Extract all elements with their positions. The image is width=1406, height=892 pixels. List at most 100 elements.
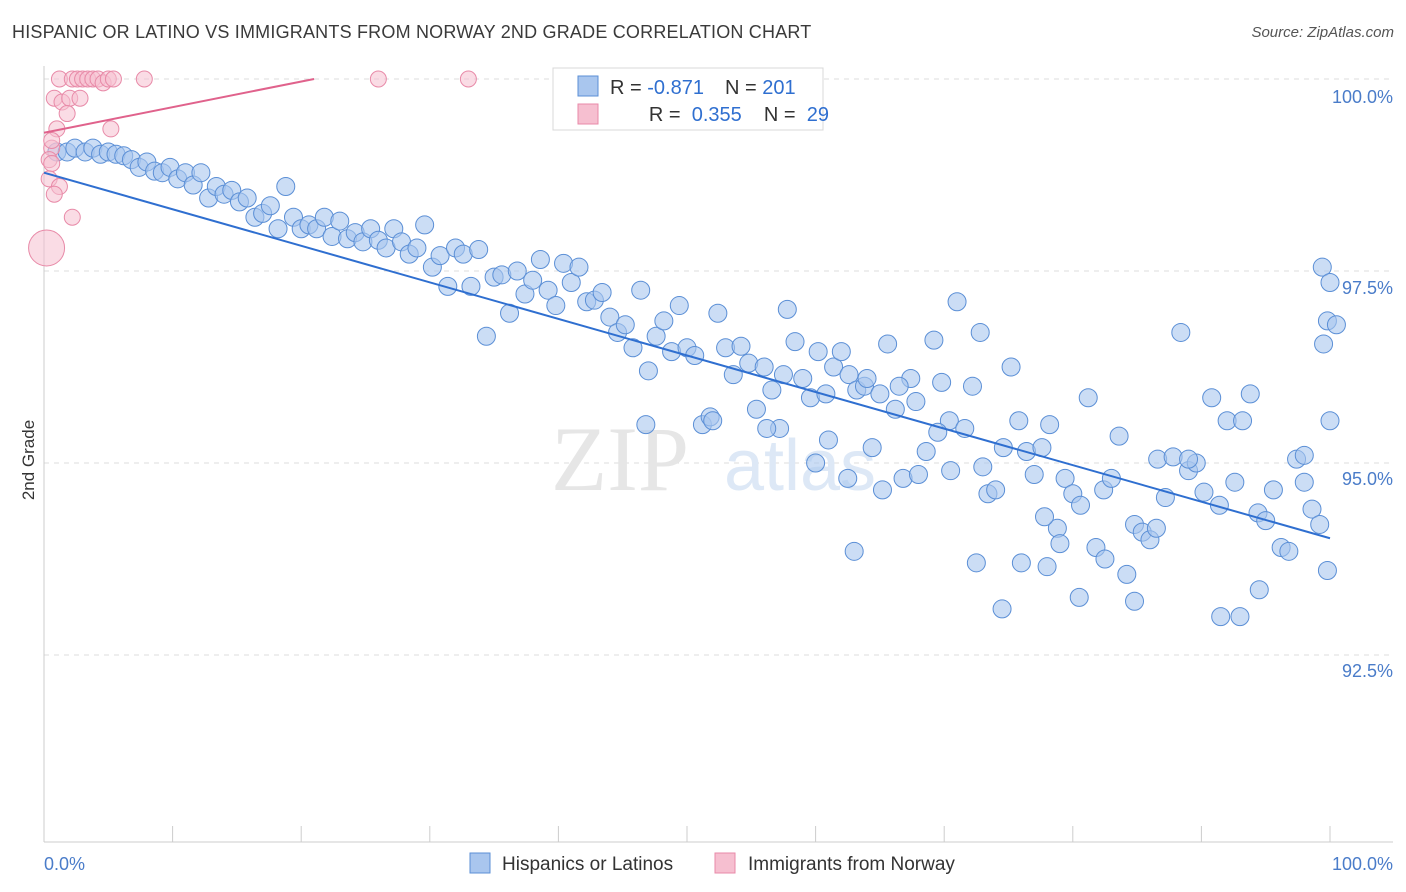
blue-point-107 [878, 334, 898, 354]
blue-point-133 [1078, 388, 1098, 408]
pink-point-25 [135, 70, 153, 88]
pink-point-26 [369, 70, 387, 88]
blue-point-165 [838, 468, 858, 488]
blue-point-74 [623, 338, 643, 358]
legend-swatch-pink [577, 103, 599, 125]
blue-point-192 [818, 430, 838, 450]
blue-point-196 [941, 461, 961, 481]
legend-n-value-2: 29 [801, 104, 829, 126]
pink-point-23 [63, 208, 81, 226]
blue-point-178 [1230, 607, 1250, 627]
blue-point-73 [615, 315, 635, 335]
blue-point-100 [824, 357, 844, 377]
legend-r-value-1: -0.871 [647, 77, 704, 99]
blue-point-63 [538, 280, 558, 300]
blue-point-67 [569, 257, 589, 277]
blue-point-36 [330, 211, 350, 231]
blue-point-91 [754, 357, 774, 377]
blue-point-166 [857, 369, 877, 389]
bottom-legend-swatch-blue [469, 852, 491, 874]
trend-line-norway [43, 78, 315, 134]
blue-point-130 [1055, 468, 1075, 488]
blue-point-177 [1211, 607, 1231, 627]
blue-point-59 [507, 261, 527, 281]
blue-point-157 [1263, 480, 1283, 500]
blue-point-55 [476, 326, 496, 346]
series-norway-points [28, 70, 477, 267]
blue-point-128 [1040, 415, 1060, 435]
blue-point-77 [646, 326, 666, 346]
y-axis-label: 2nd Grade [19, 420, 38, 500]
legend-r-label-2: R = [649, 104, 686, 126]
blue-point-162 [1302, 499, 1322, 519]
blue-point-92 [762, 380, 782, 400]
blue-point-198 [992, 599, 1012, 619]
watermark-atlas: atlas [724, 426, 876, 506]
blue-point-132 [1071, 495, 1091, 515]
blue-point-189 [757, 418, 777, 438]
blue-point-185 [1312, 257, 1332, 277]
blue-point-137 [1109, 426, 1129, 446]
pink-point-14 [58, 105, 76, 123]
blue-point-152 [1225, 472, 1245, 492]
blue-point-126 [1024, 465, 1044, 485]
blue-point-145 [1171, 322, 1191, 342]
y-tick-label-95: 95.0% [1342, 469, 1393, 489]
blue-point-85 [708, 303, 728, 323]
blue-point-169 [966, 553, 986, 573]
blue-point-197 [973, 457, 993, 477]
chart-source: Source: ZipAtlas.com [1251, 24, 1394, 41]
blue-point-24 [237, 188, 257, 208]
watermark: ZIP atlas [551, 408, 876, 510]
blue-point-124 [1009, 411, 1029, 431]
grid-lines [44, 78, 1393, 656]
legend-n-label-1: N = [725, 77, 762, 99]
trend-line-hispanics [43, 171, 1331, 540]
blue-point-112 [916, 441, 936, 461]
blue-point-70 [592, 283, 612, 303]
pink-point-19 [43, 154, 61, 172]
correlation-legend: R = -0.871 N = 201 R = 0.355 N = 29 [552, 67, 857, 131]
svg-text:N = 29: N = 29 [725, 104, 857, 126]
watermark-zip: ZIP [551, 408, 689, 510]
blue-point-61 [523, 270, 543, 290]
blue-point-116 [947, 292, 967, 312]
blue-point-47 [415, 215, 435, 235]
blue-point-186 [1320, 273, 1340, 293]
blue-point-167 [889, 376, 909, 396]
blue-point-76 [638, 361, 658, 381]
chart-title: HISPANIC OR LATINO VS IMMIGRANTS FROM NO… [12, 22, 812, 42]
pink-point-13 [71, 89, 89, 107]
blue-point-28 [268, 219, 288, 239]
pink-point-22 [45, 185, 63, 203]
blue-point-148 [1194, 482, 1214, 502]
blue-point-163 [1310, 514, 1330, 534]
pink-point-16 [102, 120, 120, 138]
blue-point-113 [924, 330, 944, 350]
blue-point-191 [806, 453, 826, 473]
legend-r-value-2: 0.355 [686, 104, 742, 126]
blue-point-154 [1240, 384, 1260, 404]
y-tick-label-97-5: 97.5% [1342, 278, 1393, 298]
blue-point-119 [970, 322, 990, 342]
blue-point-195 [906, 392, 926, 412]
blue-point-27 [260, 196, 280, 216]
bottom-legend-label-pink: Immigrants from Norway [748, 854, 955, 875]
blue-point-176 [1179, 449, 1199, 469]
svg-text:R = 0.355: R = 0.355 [610, 104, 770, 126]
blue-point-90 [746, 399, 766, 419]
blue-point-46 [407, 238, 427, 258]
legend-r-label-1: R = [610, 77, 647, 99]
blue-point-29 [276, 177, 296, 197]
blue-point-149 [1202, 388, 1222, 408]
legend-n-value-1: 201 [762, 77, 795, 99]
blue-point-106 [870, 384, 890, 404]
blue-point-171 [1037, 557, 1057, 577]
blue-point-101 [831, 342, 851, 362]
blue-point-50 [438, 276, 458, 296]
y-tick-label-92-5: 92.5% [1342, 661, 1393, 681]
blue-point-181 [1320, 411, 1340, 431]
blue-point-99 [816, 384, 836, 404]
blue-point-54 [469, 239, 489, 259]
